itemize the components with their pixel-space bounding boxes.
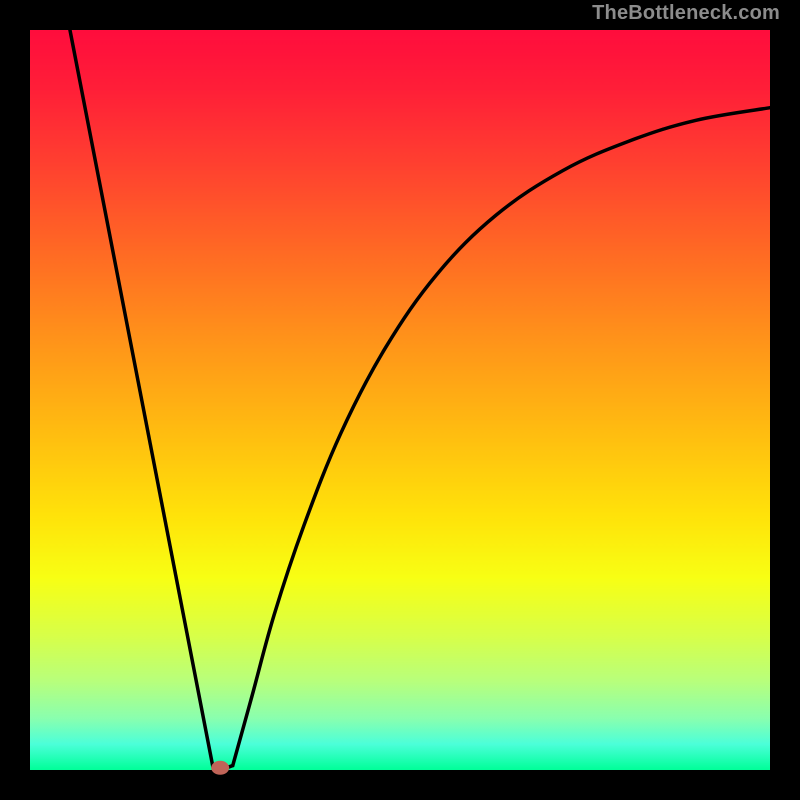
stage: TheBottleneck.com <box>0 0 800 800</box>
gradient-plot-area <box>30 30 770 770</box>
watermark-text: TheBottleneck.com <box>592 2 780 25</box>
